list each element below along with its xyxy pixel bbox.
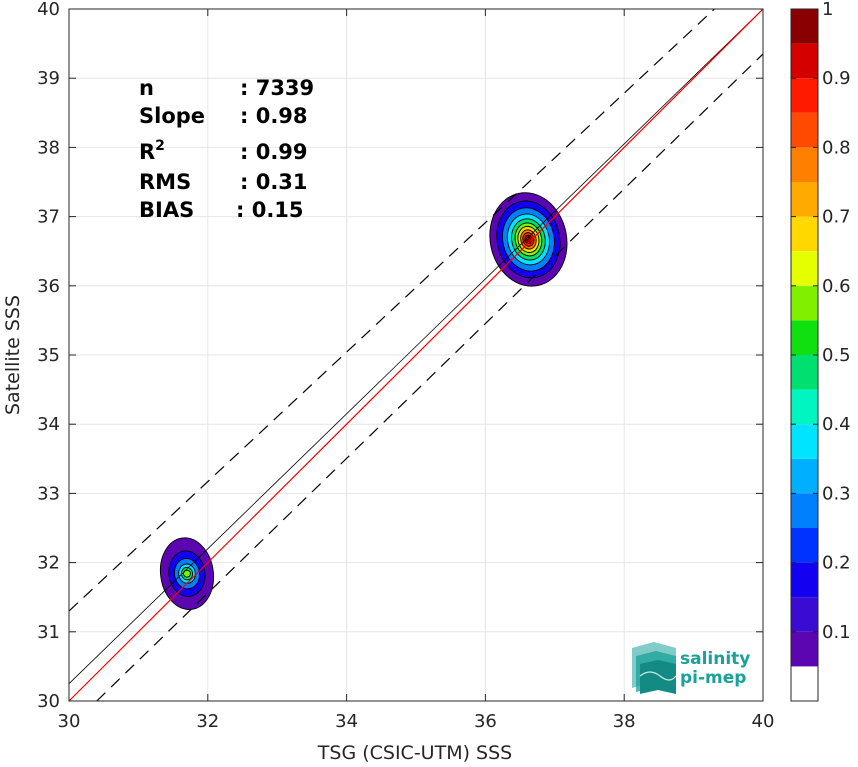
colorbar-bin [791,597,818,632]
x-axis-ticks: 30 32 34 36 38 40 [58,9,775,732]
colorbar-bin [791,389,818,425]
x-tick-label: 38 [613,711,636,732]
colorbar-bin [791,493,818,528]
y-tick-label: 30 [37,691,60,712]
dashed-lower-line [96,53,764,702]
y-tick-label: 39 [37,68,60,89]
stat-value: : 0.15 [236,198,304,222]
colorbar-tick-label: 0.3 [822,483,851,504]
x-tick-label: 30 [58,711,81,732]
stat-value: : 0.98 [240,104,308,128]
y-tick-label: 38 [37,137,60,158]
x-tick-label: 40 [752,711,775,732]
y-tick-label: 34 [37,414,60,435]
logo-waves-icon [632,642,677,694]
x-axis-label: TSG (CSIC-UTM) SSS [317,742,512,764]
salinity-pimep-logo: salinity pi-mep [632,642,750,694]
stat-key: BIAS [139,198,194,222]
stat-key: RMS [139,170,191,194]
fit-line [68,8,764,702]
colorbar-tick-label: 0.1 [822,622,851,643]
y-tick-label: 40 [37,0,60,20]
stat-key-superscript: 2 [155,138,165,154]
stat-key: n [139,76,154,100]
colorbar-bin [791,424,818,459]
x-tick-label: 36 [474,711,497,732]
logo-text-line1: salinity [680,649,750,669]
colorbar-bin [791,320,818,355]
stat-value: : 0.99 [240,140,308,164]
colorbar-bin [791,43,818,79]
logo-text-line2: pi-mep [680,668,746,688]
y-axis-ticks: 30 31 32 33 34 35 36 37 38 39 40 [37,0,763,712]
colorbar-bin [791,528,818,563]
reference-lines [68,8,764,702]
colorbar-bin [791,355,818,390]
colorbar-tick-label: 0.7 [822,207,851,228]
stat-key: Slope [139,104,205,128]
colorbar-bin [791,458,818,494]
colorbar-bin [791,631,818,667]
colorbar-tick-label: 1 [822,0,833,20]
y-tick-label: 37 [37,207,60,228]
colorbar-bin [791,216,818,252]
colorbar: 0.1 0.2 0.3 0.4 0.5 0.6 0.7 0.8 0.9 1 [790,0,851,702]
colorbar-bin [791,285,818,321]
y-tick-label: 32 [37,553,60,574]
y-tick-label: 33 [37,483,60,504]
colorbar-tick-label: 0.9 [822,68,851,89]
y-axis-label: Satellite SSS [2,295,24,415]
identity-line [68,8,764,684]
colorbar-tick-label: 0.4 [822,414,851,435]
colorbar-tick-label: 0.6 [822,276,851,297]
y-tick-label: 35 [37,345,60,366]
stat-value: : 0.31 [240,170,308,194]
stat-value: : 7339 [240,76,314,100]
x-tick-label: 34 [335,711,358,732]
colorbar-tick-label: 0.5 [822,345,851,366]
colorbar-bin [791,112,818,148]
colorbar-bin [791,562,818,598]
x-tick-label: 32 [196,711,219,732]
colorbar-bin [791,147,818,182]
colorbar-bin [791,182,818,217]
y-tick-label: 36 [37,276,60,297]
dashed-upper-line [68,8,715,612]
y-tick-label: 31 [37,622,60,643]
colorbar-bin [791,251,818,286]
colorbar-tick-label: 0.8 [822,137,851,158]
colorbar-bin [791,78,818,113]
colorbar-bin [791,666,818,701]
colorbar-bin [791,9,818,44]
density-contour-level [183,569,191,578]
colorbar-tick-label: 0.2 [822,553,851,574]
